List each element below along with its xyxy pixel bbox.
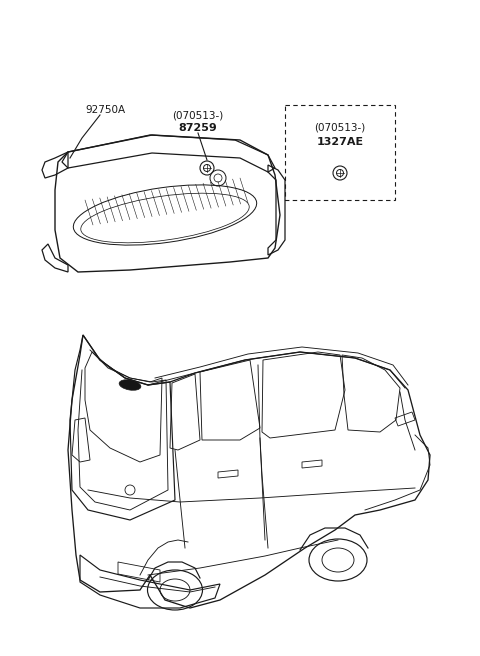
Text: (070513-): (070513-) [314, 123, 366, 133]
Text: 87259: 87259 [179, 123, 217, 133]
Ellipse shape [119, 380, 141, 390]
Text: (070513-): (070513-) [172, 110, 224, 120]
Text: 92750A: 92750A [85, 105, 125, 115]
Text: 1327AE: 1327AE [316, 137, 363, 147]
